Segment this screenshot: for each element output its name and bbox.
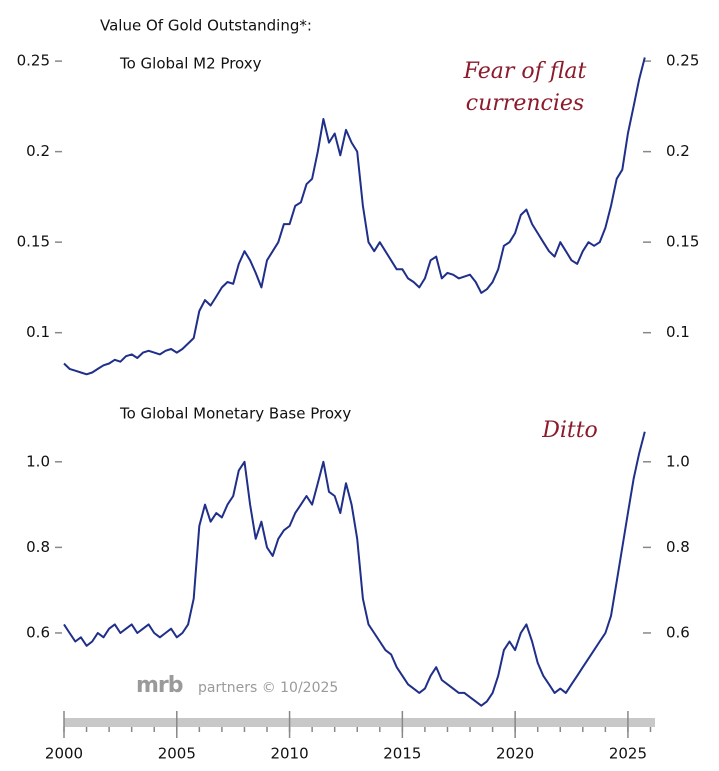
data-line [63, 57, 646, 376]
y-tick-label: 0.15 [17, 233, 50, 251]
y2-tick-label: 0.6 [666, 623, 690, 641]
y-tick-label: 0.8 [26, 538, 50, 556]
y2-tick-label: 0.15 [666, 233, 699, 251]
y-tick-label: 0.25 [17, 52, 50, 70]
x-tick-label: 2020 [496, 745, 534, 763]
source-text: partners © 10/2025 [198, 680, 338, 696]
annotation: Ditto [541, 418, 598, 443]
y2-tick-label: 0.8 [666, 538, 690, 556]
y2-tick-label: 1.0 [666, 452, 690, 470]
annotation: Fear of flat [463, 59, 587, 84]
y-tick-label: 0.6 [26, 623, 50, 641]
x-tick-label: 2015 [383, 745, 421, 763]
y2-tick-label: 0.25 [666, 52, 699, 70]
data-line [63, 431, 646, 707]
panel-subtitle: To Global M2 Proxy [119, 55, 262, 73]
x-tick-label: 2010 [270, 745, 308, 763]
y-tick-label: 0.1 [26, 323, 50, 341]
panel-subtitle: To Global Monetary Base Proxy [119, 405, 351, 423]
x-tick-label: 2025 [609, 745, 647, 763]
chart-title: Value Of Gold Outstanding*: [100, 17, 312, 35]
y-tick-label: 0.2 [26, 142, 50, 160]
annotation: currencies [466, 91, 584, 116]
x-tick-label: 2005 [158, 745, 196, 763]
x-axis-bar [64, 718, 655, 727]
source-logo: mrb [136, 673, 183, 698]
y2-tick-label: 0.1 [666, 323, 690, 341]
y2-tick-label: 0.2 [666, 142, 690, 160]
x-tick-label: 2000 [45, 745, 83, 763]
y-tick-label: 1.0 [26, 452, 50, 470]
